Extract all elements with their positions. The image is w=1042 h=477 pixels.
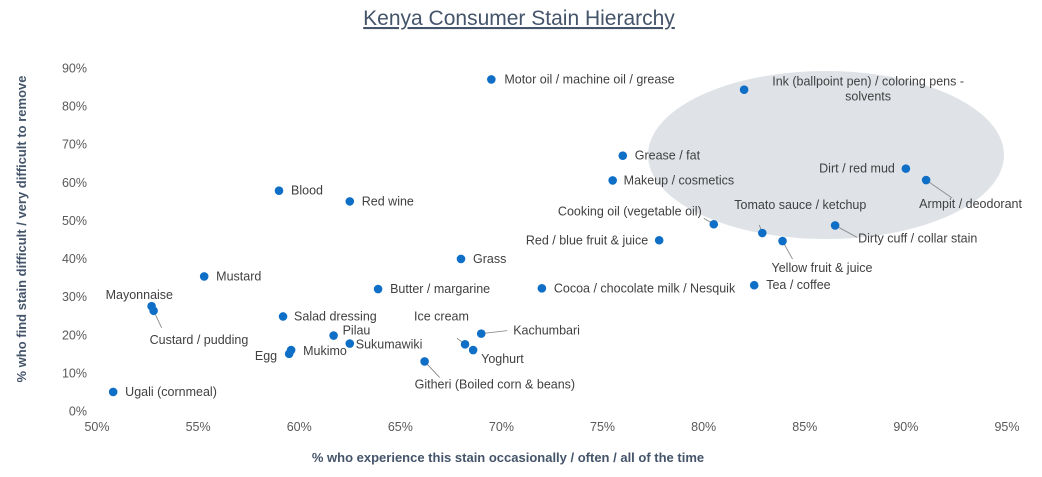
x-tick-label: 70% [489, 420, 514, 434]
data-point [901, 164, 911, 173]
x-tick-label: 85% [792, 420, 817, 434]
x-tick-label: 90% [893, 420, 918, 434]
point-label: Dirt / red mud [819, 162, 895, 176]
y-tick-label: 40% [62, 252, 87, 266]
y-tick-label: 50% [62, 214, 87, 228]
data-point [830, 221, 840, 230]
point-label: Yellow fruit & juice [772, 261, 873, 275]
data-point [608, 176, 617, 185]
point-label: Makeup / cosmetics [624, 173, 734, 187]
point-label: Red wine [362, 194, 414, 208]
x-tick-label: 50% [84, 420, 109, 434]
data-point [921, 175, 931, 185]
point-label: Custard / pudding [150, 333, 249, 347]
point-label: Sukumawiki [356, 338, 423, 352]
data-point [456, 254, 466, 264]
point-label: Ink (ballpoint pen) / coloring pens -sol… [772, 75, 964, 104]
point-label: Mustard [216, 269, 261, 283]
point-label: Armpit / deodorant [919, 197, 1022, 211]
point-label: Salad dressing [294, 309, 377, 323]
data-point [476, 329, 486, 338]
data-point [420, 357, 429, 366]
data-point [274, 186, 284, 196]
point-label: Grass [473, 252, 506, 266]
point-label: Mukimo [303, 344, 347, 358]
data-points [108, 75, 931, 397]
point-label: Githeri (Boiled corn & beans) [415, 377, 575, 391]
point-label: Tea / coffee [766, 278, 830, 292]
point-label: Pilau [343, 324, 371, 338]
data-point [468, 345, 478, 355]
data-point [739, 85, 749, 95]
data-point [460, 340, 470, 349]
point-label: Dirty cuff / collar stain [858, 231, 977, 245]
data-point [345, 197, 355, 206]
x-tick-label: 55% [186, 420, 211, 434]
chart-title: Kenya Consumer Stain Hierarchy [363, 7, 675, 30]
y-tick-label: 10% [62, 366, 87, 380]
y-tick-label: 0% [69, 405, 87, 419]
data-point [345, 339, 355, 348]
point-label: Grease / fat [635, 149, 701, 163]
data-point [709, 219, 719, 229]
y-tick-label: 30% [62, 290, 87, 304]
y-axis-label: % who find stain difficult / very diffic… [14, 76, 29, 383]
point-labels: Motor oil / machine oil / grease Ink (bal… [106, 72, 1023, 399]
data-point [654, 235, 664, 245]
data-point [487, 75, 496, 84]
data-point [618, 151, 628, 160]
point-label: Tomato sauce / ketchup [734, 198, 866, 212]
x-tick-label: 75% [590, 420, 615, 434]
y-tick-label: 70% [62, 138, 87, 152]
leader-line [925, 179, 953, 199]
y-tick-label: 80% [62, 100, 87, 114]
point-label: Red / blue fruit & juice [526, 233, 648, 247]
data-point [758, 228, 767, 238]
y-tick-label: 90% [62, 62, 87, 76]
x-axis-label: % who experience this stain occasionally… [312, 450, 704, 465]
point-label: Ugali (cornmeal) [125, 385, 217, 399]
point-label: Butter / margarine [390, 282, 490, 296]
point-label: Cooking oil (vegetable oil) [558, 204, 702, 218]
highlight-layer [648, 71, 1004, 239]
point-label: Motor oil / machine oil / grease [504, 72, 674, 86]
point-label: Blood [291, 184, 323, 198]
highlight-ellipse [648, 71, 1004, 239]
y-tick-label: 60% [62, 176, 87, 190]
x-tick-label: 60% [287, 420, 312, 434]
data-point [373, 284, 383, 294]
data-point [537, 283, 547, 293]
x-tick-label: 95% [994, 420, 1019, 434]
data-point [149, 306, 158, 316]
data-point [199, 272, 209, 281]
point-label: Mayonnaise [106, 288, 173, 302]
point-label: Ice cream [414, 309, 469, 323]
axes: 50% 55% 60% 65% 70% 75% 80% 85% 90% 95% 0% 10% 20% 30… [62, 62, 1020, 435]
data-point [329, 331, 338, 340]
data-point [278, 312, 288, 321]
leader-line [481, 330, 508, 335]
x-tick-label: 80% [691, 420, 716, 434]
data-point [108, 387, 118, 397]
point-label: Egg [255, 349, 277, 363]
data-point [749, 280, 759, 290]
data-point [284, 349, 294, 359]
point-label: Kachumbari [513, 324, 580, 338]
point-label: Cocoa / chocolate milk / Nesquik [554, 281, 736, 295]
y-tick-label: 20% [62, 328, 87, 342]
data-point [778, 236, 787, 246]
x-tick-label: 65% [388, 420, 413, 434]
point-label: Yoghurt [481, 352, 524, 366]
